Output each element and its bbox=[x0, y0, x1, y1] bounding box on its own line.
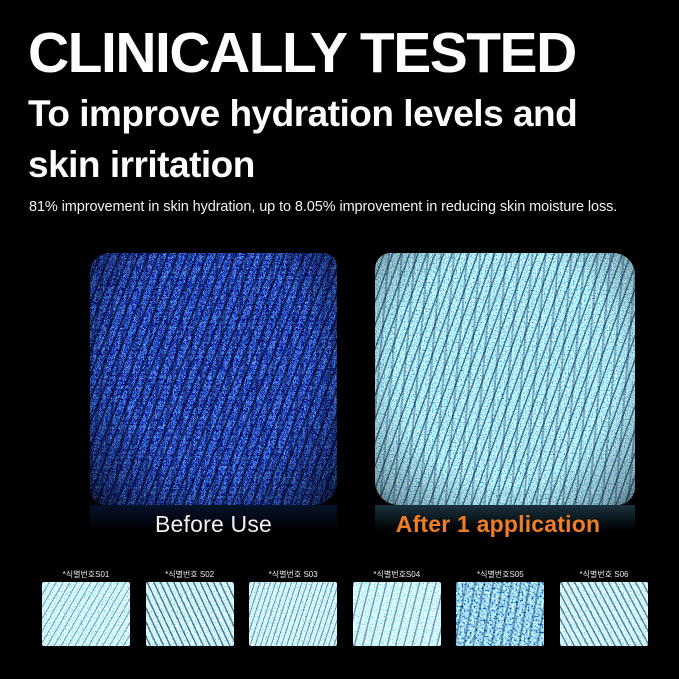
page-title: CLINICALLY TESTED bbox=[28, 21, 577, 85]
specimen-image bbox=[352, 582, 441, 646]
specimen-thumbnail: *식별번호S01 bbox=[42, 560, 130, 646]
specimen-id-label: *식별번호 S06 bbox=[579, 570, 629, 579]
specimen-thumbnail-strip: *식별번호S01 *식별번호 S02 *식별번호 S03 *식별번호S04 *식… bbox=[42, 560, 648, 646]
specimen-thumbnail: *식별번호 S06 bbox=[559, 560, 648, 646]
clinical-claim-text: 81% improvement in skin hydration, up to… bbox=[29, 199, 618, 215]
after-application-label: After 1 application bbox=[395, 511, 601, 537]
subtitle-line-1: To improve hydration levels and bbox=[28, 93, 578, 134]
specimen-thumbnail: *식별번호S05 bbox=[456, 560, 545, 646]
after-skin-microscopy-image bbox=[375, 253, 635, 505]
specimen-image bbox=[249, 582, 338, 646]
page-subtitle: To improve hydration levels and skin irri… bbox=[28, 88, 578, 190]
after-image-reflection bbox=[375, 505, 635, 535]
subtitle-line-2: skin irritation bbox=[28, 144, 255, 185]
before-use-label: Before Use bbox=[154, 511, 273, 537]
specimen-thumbnail: *식별번호S04 bbox=[352, 560, 441, 646]
specimen-image bbox=[145, 582, 234, 646]
before-image-reflection bbox=[90, 505, 337, 535]
specimen-image bbox=[456, 582, 545, 646]
specimen-thumbnail: *식별번호 S03 bbox=[249, 560, 338, 646]
specimen-thumbnail: *식별번호 S02 bbox=[145, 560, 234, 646]
specimen-id-label: *식별번호S01 bbox=[62, 570, 110, 579]
after-streak-overlay bbox=[375, 253, 635, 505]
specimen-image bbox=[42, 582, 130, 646]
specimen-id-label: *식별번호S04 bbox=[373, 570, 421, 579]
before-streak-overlay bbox=[90, 253, 337, 505]
before-skin-microscopy-image bbox=[90, 253, 337, 505]
specimen-image bbox=[559, 582, 648, 646]
specimen-id-label: *식별번호 S02 bbox=[165, 570, 215, 579]
specimen-id-label: *식별번호 S03 bbox=[268, 570, 318, 579]
specimen-id-label: *식별번호S05 bbox=[476, 570, 524, 579]
